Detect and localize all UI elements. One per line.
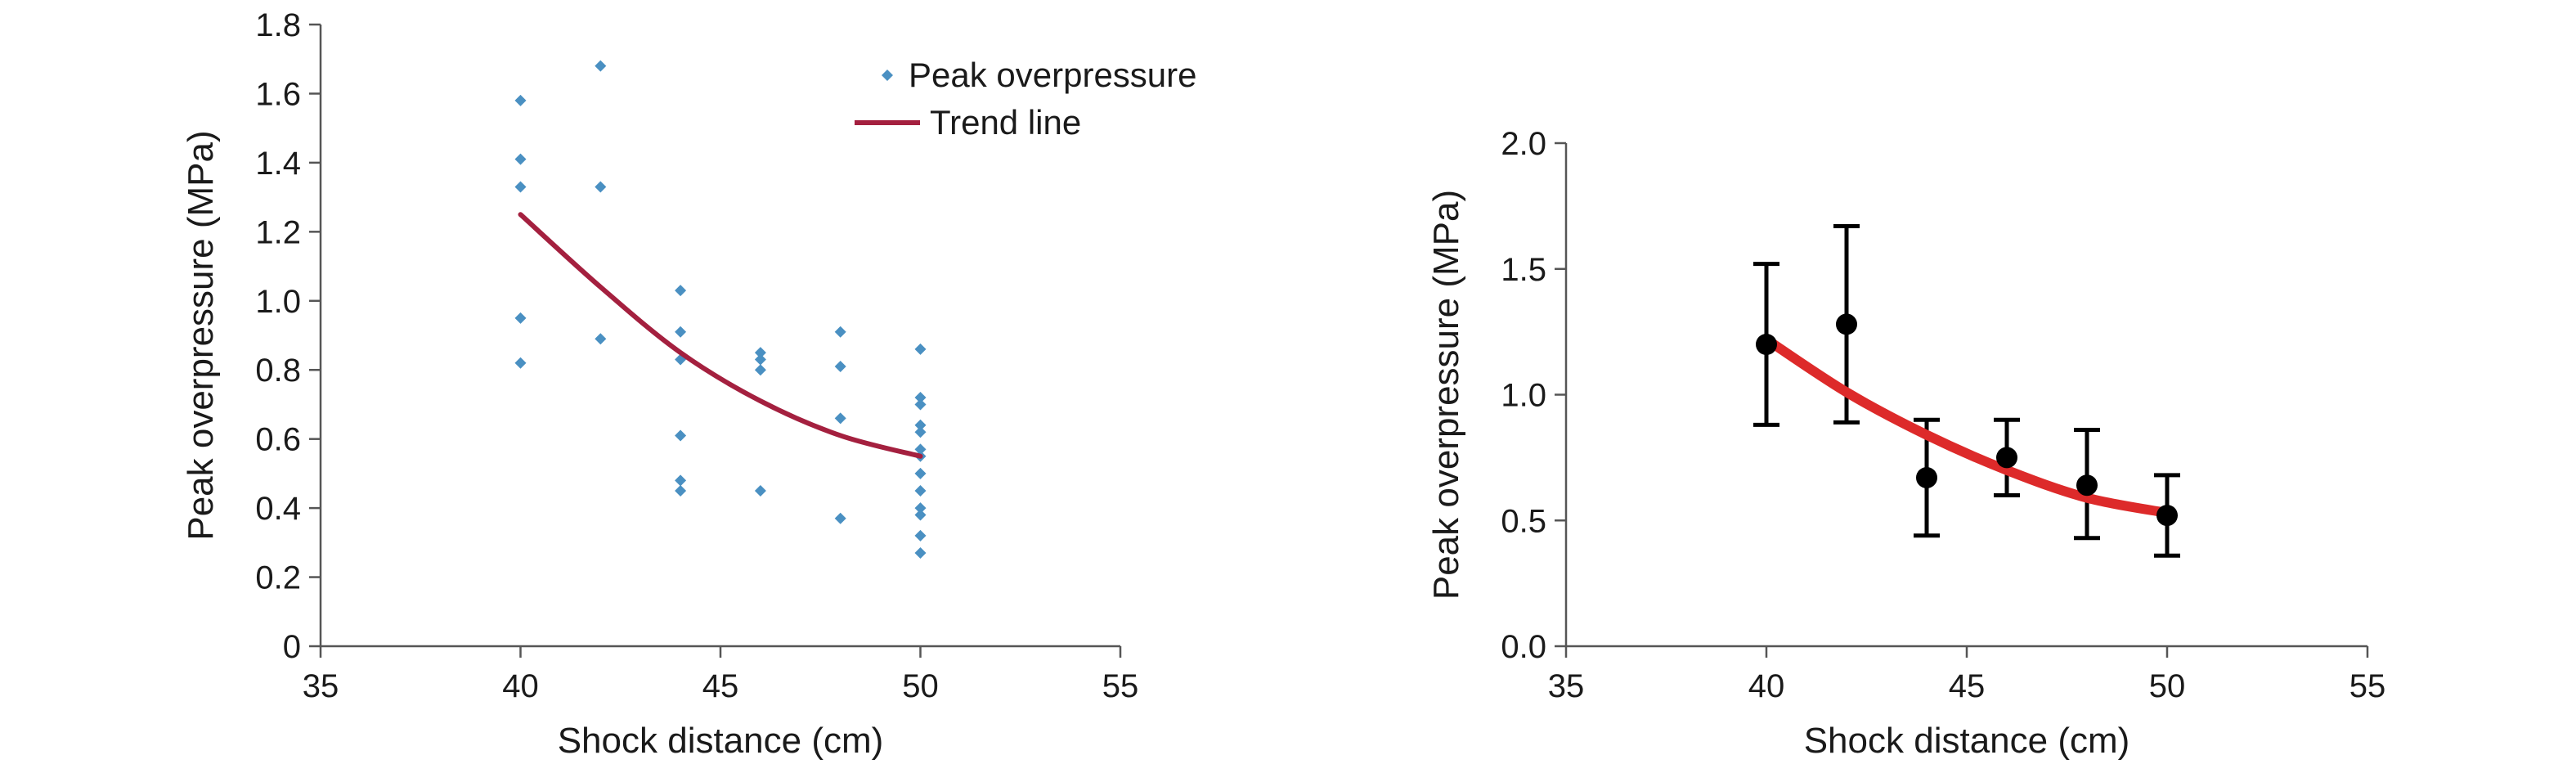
y-tick-label: 0.4 bbox=[255, 491, 301, 527]
y-tick-label: 1.0 bbox=[255, 284, 301, 320]
data-point bbox=[675, 326, 687, 338]
data-point bbox=[834, 412, 846, 425]
data-point-marker bbox=[2156, 505, 2178, 527]
data-point bbox=[914, 485, 927, 497]
x-tick-label: 55 bbox=[1102, 668, 1139, 704]
y-tick-label: 1.8 bbox=[255, 7, 301, 43]
data-point-marker bbox=[1916, 466, 1937, 488]
data-point bbox=[514, 312, 527, 324]
data-point bbox=[914, 467, 927, 479]
data-point bbox=[914, 398, 927, 411]
data-point bbox=[834, 361, 846, 372]
data-point bbox=[675, 474, 687, 487]
data-point bbox=[914, 502, 927, 515]
y-tick-label: 0.6 bbox=[255, 422, 301, 458]
x-axis-title: Shock distance (cm) bbox=[1804, 721, 2130, 761]
x-axis-title: Shock distance (cm) bbox=[558, 721, 884, 761]
y-tick-label: 1.2 bbox=[255, 214, 301, 250]
legend-label: Trend line bbox=[930, 103, 1081, 142]
data-point bbox=[595, 333, 607, 345]
data-point bbox=[914, 426, 927, 438]
y-tick-label: 0 bbox=[283, 629, 301, 665]
data-point-marker bbox=[1996, 447, 2017, 469]
x-tick-label: 50 bbox=[2149, 668, 2186, 704]
right-chart-panel: 0.0 0.5 1.0 1.5 2.0 35 40 45 50 55 Shock distance … bbox=[1426, 126, 2385, 761]
data-point bbox=[834, 512, 846, 524]
data-point bbox=[514, 357, 527, 369]
data-point bbox=[914, 392, 927, 403]
data-point bbox=[514, 153, 527, 165]
data-point bbox=[754, 347, 766, 359]
y-tick-label: 0.8 bbox=[255, 353, 301, 389]
data-point-marker bbox=[1756, 334, 1777, 355]
x-tick-label: 35 bbox=[303, 668, 339, 704]
y-tick-label: 0.0 bbox=[1501, 629, 1546, 665]
data-point bbox=[754, 485, 766, 497]
y-axis-title: Peak overpressure (MPa) bbox=[181, 130, 221, 540]
left-chart-panel: 0 0.2 0.4 0.6 0.8 1.0 1.2 1.4 1.6 1.8 35 40 45 50 55 Sh… bbox=[181, 7, 1197, 761]
data-point bbox=[914, 529, 927, 542]
data-point bbox=[914, 547, 927, 559]
x-tick-label: 50 bbox=[902, 668, 939, 704]
data-point bbox=[595, 60, 607, 72]
trend-line bbox=[1761, 334, 2172, 519]
data-point bbox=[754, 364, 766, 376]
data-point-marker bbox=[1836, 313, 1857, 335]
x-tick-label: 35 bbox=[1548, 668, 1585, 704]
data-point bbox=[675, 485, 687, 497]
y-tick-label: 1.0 bbox=[1501, 378, 1546, 414]
y-tick-label: 1.6 bbox=[255, 76, 301, 112]
y-tick-label: 0.5 bbox=[1501, 503, 1546, 539]
data-point bbox=[675, 429, 687, 442]
x-tick-label: 40 bbox=[1748, 668, 1785, 704]
legend-label: Peak overpressure bbox=[909, 56, 1197, 94]
data-point bbox=[914, 443, 927, 456]
data-point bbox=[754, 353, 766, 366]
data-point bbox=[834, 326, 846, 338]
y-axis-title: Peak overpressure (MPa) bbox=[1426, 190, 1466, 600]
y-tick-label: 1.4 bbox=[255, 146, 301, 182]
data-point bbox=[514, 181, 527, 193]
x-tick-label: 45 bbox=[1949, 668, 1986, 704]
data-point bbox=[914, 419, 927, 431]
y-tick-label: 1.5 bbox=[1501, 252, 1546, 288]
data-point bbox=[514, 94, 527, 106]
data-point bbox=[595, 181, 607, 193]
x-tick-label: 40 bbox=[502, 668, 539, 704]
trend-line bbox=[518, 212, 923, 459]
data-point-marker bbox=[2076, 474, 2098, 497]
data-point bbox=[675, 285, 687, 297]
x-tick-label: 55 bbox=[2349, 668, 2386, 704]
x-tick-label: 45 bbox=[702, 668, 739, 704]
y-tick-label: 0.2 bbox=[255, 560, 301, 596]
data-point bbox=[914, 509, 927, 521]
legend-marker-scatter bbox=[882, 70, 893, 81]
data-point bbox=[914, 343, 927, 355]
y-tick-label: 2.0 bbox=[1501, 126, 1546, 162]
